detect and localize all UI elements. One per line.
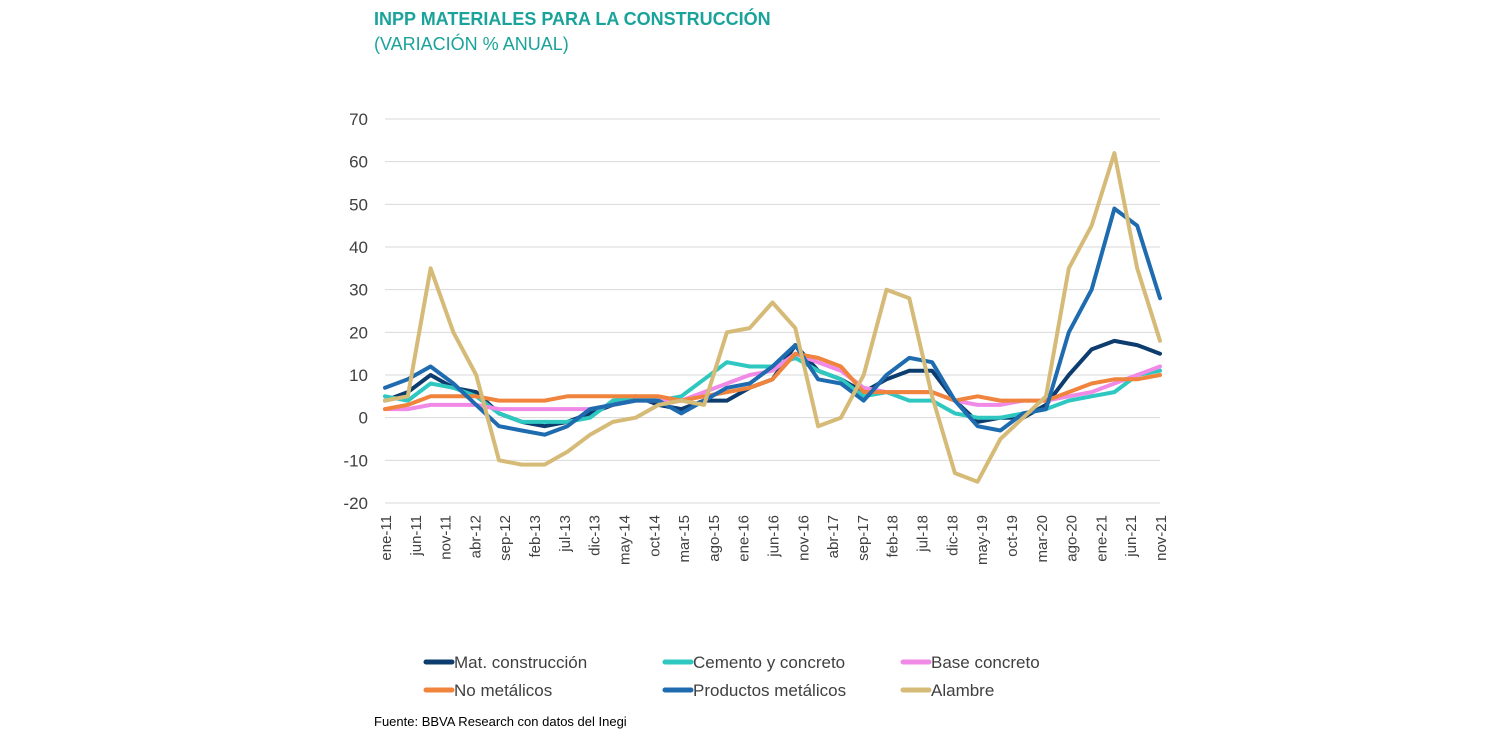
legend-label: Alambre (931, 681, 994, 700)
chart-subtitle: (VARIACIÓN % ANUAL) (374, 34, 569, 54)
series-line-no-met-licos (383, 351, 1162, 412)
x-tick-label: oct-19 (1004, 515, 1021, 557)
x-tick-label: ene-11 (378, 515, 395, 561)
source-note: Fuente: BBVA Research con datos del Ineg… (374, 714, 627, 729)
x-tick-label: nov-16 (795, 515, 812, 561)
x-tick-label: mar-20 (1034, 515, 1051, 563)
legend-item: No metálicos (423, 681, 552, 700)
y-tick-label: -10 (343, 451, 368, 470)
x-tick-label: dic-18 (944, 515, 961, 556)
x-tick-label: oct-14 (646, 515, 663, 557)
x-tick-label: sep-17 (855, 515, 872, 561)
legend-label: Mat. construcción (454, 653, 587, 672)
y-tick-label: 30 (349, 281, 368, 300)
y-tick-label: 40 (349, 238, 368, 257)
x-tick-label: feb-18 (885, 515, 902, 558)
legend-label: Productos metálicos (693, 681, 846, 700)
x-tick-label: mar-15 (676, 515, 693, 563)
y-tick-label: 10 (349, 366, 368, 385)
x-tick-label: may-19 (974, 515, 991, 565)
x-tick-label: jun-21 (1123, 515, 1140, 558)
y-tick-label: 20 (349, 323, 368, 342)
legend-label: Base concreto (931, 653, 1040, 672)
legend-item: Alambre (900, 681, 994, 700)
y-axis-labels: -20 -10 0 10 20 30 40 50 60 70 (343, 110, 368, 513)
y-tick-label: -20 (343, 494, 368, 513)
series-line-alambre (383, 151, 1162, 484)
x-tick-label: jun-16 (766, 515, 783, 558)
legend-label: Cemento y concreto (693, 653, 845, 672)
series-lines (383, 151, 1162, 484)
x-tick-label: abr-17 (825, 515, 842, 558)
x-tick-label: dic-13 (587, 515, 604, 556)
x-tick-label: ene-16 (736, 515, 753, 562)
x-tick-label: sep-12 (497, 515, 514, 561)
y-tick-label: 70 (349, 110, 368, 129)
x-tick-label: nov-11 (438, 515, 455, 560)
legend-label: No metálicos (454, 681, 552, 700)
legend-item: Cemento y concreto (662, 653, 845, 672)
legend-item: Mat. construcción (423, 653, 587, 672)
chart-title: INPP MATERIALES PARA LA CONSTRUCCIÓN (374, 9, 771, 29)
y-tick-label: 50 (349, 195, 368, 214)
gridlines (385, 118, 1160, 504)
x-tick-label: abr-12 (467, 515, 484, 558)
legend: Mat. construcción Cemento y concreto Base … (423, 653, 1040, 700)
x-tick-label: feb-13 (527, 515, 544, 558)
x-tick-label: jun-11 (408, 515, 425, 557)
legend-item: Productos metálicos (662, 681, 846, 700)
y-tick-label: 0 (359, 409, 368, 428)
legend-item: Base concreto (900, 653, 1040, 672)
x-tick-label: jul-13 (557, 515, 574, 553)
x-tick-label: ago-20 (1064, 515, 1081, 562)
x-tick-label: jul-18 (915, 515, 932, 553)
y-tick-label: 60 (349, 153, 368, 172)
x-tick-label: may-14 (616, 515, 633, 565)
x-tick-label: nov-21 (1153, 515, 1170, 561)
x-tick-label: ene-21 (1093, 515, 1110, 562)
x-axis-labels: ene-11 jun-11 nov-11 abr-12 sep-12 feb-13 jul-… (378, 515, 1170, 565)
x-tick-label: ago-15 (706, 515, 723, 562)
